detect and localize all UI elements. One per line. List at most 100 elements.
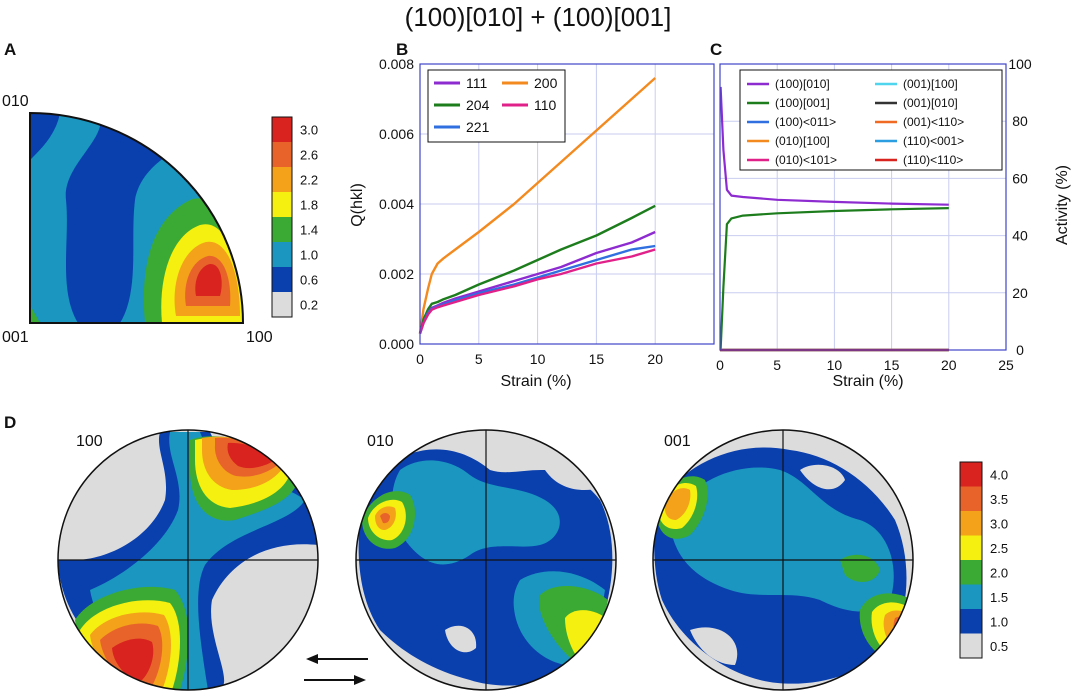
colorbar-d-swatch bbox=[960, 633, 982, 658]
chart-c-xtick: 5 bbox=[773, 357, 781, 373]
ipf-level-3-corner bbox=[30, 305, 40, 323]
chart-b-grid bbox=[420, 64, 714, 344]
colorbar-d-tick: 1.0 bbox=[990, 614, 1008, 629]
shear-arrow-bottom-head bbox=[354, 675, 366, 685]
pf001-mid-green bbox=[840, 554, 880, 582]
ipf-label-100: 100 bbox=[246, 329, 273, 346]
ipf-label-010: 010 bbox=[2, 93, 29, 110]
ipf-contours bbox=[30, 113, 243, 323]
figure-title: (100)[010] + (100)[001] bbox=[405, 2, 672, 32]
chart-c-legend-label: (001)[010] bbox=[903, 96, 958, 110]
chart-b-ticks: 0 5 10 15 20 0.000 0.002 0.004 0.006 0.008 bbox=[379, 56, 663, 367]
pf010-band-mid bbox=[392, 460, 560, 565]
colorbar-a-swatch bbox=[272, 217, 292, 242]
chart-c-legend-label: (110)<001> bbox=[903, 134, 964, 148]
chart-c-ylabel: Activity (%) bbox=[1054, 165, 1071, 245]
pf001-right-orange bbox=[883, 610, 910, 644]
pf001-outline bbox=[652, 429, 914, 691]
colorbar-d-swatch bbox=[960, 511, 982, 536]
chart-c-ytick: 20 bbox=[1012, 285, 1028, 301]
colorbar-a: 3.0 2.6 2.2 1.8 1.4 1.0 0.6 0.2 bbox=[271, 116, 318, 318]
chart-c-legend: (100)[010] (100)[001] (100)<011> (010)[100]… bbox=[739, 69, 1003, 171]
panel-a-inverse-pole-figure: 010 001 100 3.0 2.6 2.2 1.8 1.4 1.0 0.6 0.2 bbox=[2, 93, 318, 346]
chart-b-legend-label: 221 bbox=[466, 119, 490, 135]
colorbar-d-swatch bbox=[960, 535, 982, 560]
ipf-outline bbox=[29, 111, 245, 324]
chart-b-legend-items: 111 200 204 110 221 bbox=[434, 75, 558, 135]
chart-b-xtick: 15 bbox=[589, 351, 605, 367]
colorbar-a-tick: 0.6 bbox=[300, 273, 318, 288]
colorbar-a-tick: 0.2 bbox=[300, 298, 318, 313]
chart-b-ytick: 0.002 bbox=[379, 266, 414, 282]
panel-label-c: C bbox=[710, 40, 722, 59]
shear-arrow-top-head bbox=[306, 654, 318, 664]
pf010-left-red bbox=[380, 513, 390, 524]
chart-c-ytick: 40 bbox=[1012, 228, 1028, 244]
chart-c-ytick: 100 bbox=[1008, 56, 1032, 72]
pf001-gap-2 bbox=[690, 627, 738, 665]
ipf-label-001: 001 bbox=[2, 329, 29, 346]
chart-b-ytick: 0.008 bbox=[379, 56, 414, 72]
colorbar-d-swatch bbox=[960, 609, 982, 634]
pf100-outline bbox=[57, 429, 319, 691]
colorbar-d-swatch bbox=[960, 584, 982, 609]
pole-figure-100: 100 bbox=[57, 429, 319, 691]
chart-b-series-200 bbox=[418, 77, 656, 334]
colorbar-a-tick: 1.8 bbox=[300, 198, 318, 213]
colorbar-d-tick: 2.5 bbox=[990, 541, 1008, 556]
colorbar-a-tick: 1.4 bbox=[300, 223, 318, 238]
chart-b-legend-label: 204 bbox=[466, 97, 490, 113]
chart-c-legend-label: (100)<011> bbox=[775, 115, 836, 129]
chart-b-series-204 bbox=[418, 204, 656, 334]
pf010-label: 010 bbox=[367, 433, 394, 450]
colorbar-d-swatch bbox=[960, 486, 982, 511]
chart-c-xtick: 20 bbox=[941, 357, 957, 373]
chart-c-xlabel: Strain (%) bbox=[832, 373, 903, 390]
chart-c-series-(100)[001] bbox=[719, 207, 949, 351]
chart-c-legend-label: (010)[100] bbox=[775, 134, 830, 148]
colorbar-a-swatch bbox=[272, 117, 292, 142]
colorbar-d-frame bbox=[959, 461, 983, 659]
chart-b-legend-label: 111 bbox=[466, 75, 487, 91]
colorbar-a-tick: 2.6 bbox=[300, 148, 318, 163]
chart-c-legend-label: (100)[010] bbox=[775, 77, 830, 91]
colorbar-a-swatch bbox=[272, 242, 292, 267]
ipf-level-0-top bbox=[30, 113, 60, 160]
pole-figure-001: 001 bbox=[652, 429, 914, 691]
colorbar-a-frame bbox=[271, 116, 293, 318]
chart-c-ytick: 80 bbox=[1012, 113, 1028, 129]
pf001-gap-1 bbox=[800, 464, 845, 490]
chart-c-ytick: 60 bbox=[1012, 170, 1028, 186]
chart-b-xtick: 5 bbox=[475, 351, 483, 367]
panel-label-a: A bbox=[4, 40, 16, 59]
pf010-gap-2 bbox=[445, 625, 477, 653]
panel-b-chart: 0 5 10 15 20 0.000 0.002 0.004 0.006 0.008 Strain… bbox=[349, 56, 715, 390]
pf010-outline bbox=[355, 429, 617, 691]
colorbar-a-tick: 3.0 bbox=[300, 123, 318, 138]
chart-c-legend-label: (110)<110> bbox=[903, 153, 963, 167]
chart-b-series-110 bbox=[418, 248, 656, 334]
pf010-gap-1 bbox=[545, 466, 600, 491]
chart-b-xtick: 0 bbox=[416, 351, 424, 367]
pf010-right-yellow bbox=[565, 610, 608, 664]
ipf-level-0-left bbox=[30, 113, 200, 323]
pf100-label: 100 bbox=[76, 433, 103, 450]
chart-c-xtick: 0 bbox=[716, 357, 724, 373]
pf001-band-mid bbox=[670, 467, 894, 612]
chart-b-xtick: 10 bbox=[530, 351, 546, 367]
chart-c-xtick: 10 bbox=[827, 357, 843, 373]
chart-c-legend-box bbox=[739, 69, 1003, 171]
panel-label-d: D bbox=[4, 413, 16, 432]
chart-b-frame bbox=[419, 63, 715, 345]
colorbar-d-tick: 2.0 bbox=[990, 565, 1008, 580]
colorbar-d-swatch bbox=[960, 462, 982, 487]
chart-c-legend-label: (010)<101> bbox=[775, 153, 837, 167]
chart-b-xtick: 20 bbox=[647, 351, 663, 367]
chart-b-ytick: 0.000 bbox=[379, 336, 414, 352]
pole-figure-010: 010 bbox=[355, 429, 617, 691]
panel-d-pole-figures: 100 010 bbox=[57, 429, 1008, 691]
chart-c-legend-items: (100)[010] (100)[001] (100)<011> (010)[100]… bbox=[747, 77, 964, 167]
shear-arrows bbox=[304, 654, 368, 685]
